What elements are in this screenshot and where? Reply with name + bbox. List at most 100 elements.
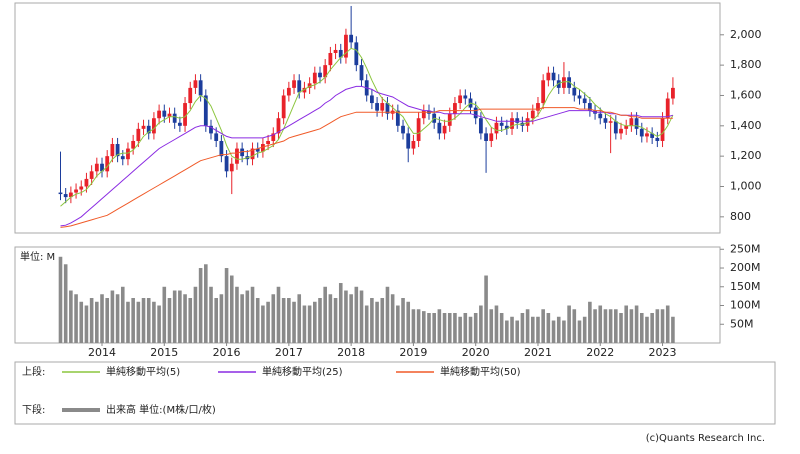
- volume-bar: [499, 313, 504, 343]
- volume-bar: [100, 294, 104, 343]
- volume-bar: [541, 309, 545, 343]
- volume-bar: [416, 309, 421, 343]
- candle-body: [395, 110, 400, 126]
- candle-body: [126, 148, 130, 160]
- volume-bar: [126, 301, 130, 343]
- candle-body: [442, 125, 447, 134]
- volume-bar: [411, 309, 416, 343]
- volume-bar: [380, 298, 385, 343]
- volume-bar: [157, 305, 161, 343]
- candle-body: [515, 118, 520, 123]
- candle-body: [406, 133, 411, 149]
- candle-body: [193, 80, 198, 88]
- candle-body: [312, 72, 317, 84]
- candle-body: [499, 122, 504, 126]
- candle-body: [473, 107, 478, 119]
- candle-body: [229, 163, 234, 172]
- price-panel: [14, 2, 721, 234]
- legend-label: 単純移動平均(50): [440, 365, 521, 378]
- y-tick-label: 50M: [730, 317, 754, 330]
- candle-body: [235, 148, 239, 164]
- candle-body: [323, 65, 328, 78]
- volume-bar: [567, 305, 571, 343]
- candle-body: [453, 103, 457, 114]
- y-tick-label: 800: [730, 210, 751, 223]
- candle-body: [74, 189, 78, 193]
- candle-body: [344, 34, 348, 58]
- volume-bar: [255, 298, 260, 343]
- volume-bar: [89, 298, 94, 343]
- candle-body: [401, 125, 405, 134]
- candle-body: [307, 83, 312, 88]
- candle-body: [302, 87, 307, 93]
- candle-body: [463, 95, 468, 99]
- moving-average: [60, 85, 674, 227]
- volume-bar: [131, 298, 135, 343]
- volume-bar: [364, 305, 369, 343]
- candle-body: [209, 125, 213, 134]
- volume-bar: [562, 320, 566, 343]
- candle-body: [587, 103, 592, 111]
- volume-bar: [442, 313, 447, 343]
- volume-bar: [525, 309, 530, 343]
- candle-body: [146, 125, 151, 134]
- volume-bar: [520, 313, 525, 343]
- candle-body: [89, 171, 94, 179]
- volume-bar: [146, 298, 151, 343]
- candle-body: [58, 192, 63, 195]
- candle-body: [598, 113, 603, 119]
- candle-body: [318, 72, 322, 78]
- legend-upper: 上段:: [22, 365, 45, 378]
- candle-body: [385, 103, 390, 114]
- candle-body: [338, 49, 343, 58]
- x-tick-label: 2016: [213, 346, 241, 359]
- candle-body: [136, 128, 141, 141]
- volume-bar: [556, 316, 561, 343]
- candle-body: [359, 65, 364, 81]
- candle-body: [421, 110, 426, 119]
- volume-bar: [551, 320, 556, 343]
- volume-bar: [427, 313, 431, 343]
- legend-label: 単純移動平均(5): [106, 365, 180, 378]
- y-tick-label: 250M: [730, 242, 761, 255]
- legend-box: [14, 361, 776, 425]
- candle-body: [660, 118, 665, 141]
- volume-bar: [624, 305, 629, 343]
- candle-body: [281, 95, 286, 119]
- legend-lower: 下段:: [22, 403, 45, 416]
- candle-body: [619, 128, 623, 134]
- candle-body: [271, 133, 276, 141]
- volume-bar: [266, 301, 270, 343]
- moving-average: [60, 47, 674, 207]
- volume-bar: [271, 294, 276, 343]
- y-tick-label: 1,800: [730, 58, 762, 71]
- volume-bar: [141, 298, 146, 343]
- volume-bar: [629, 309, 634, 343]
- candle-body: [157, 110, 162, 119]
- candle-body: [188, 87, 193, 104]
- volume-bar: [136, 301, 141, 343]
- candle-body: [525, 118, 530, 126]
- candle-body: [613, 121, 618, 134]
- volume-bar: [577, 320, 582, 343]
- candle-body: [665, 98, 670, 119]
- candle-body: [333, 49, 338, 53]
- volume-bar: [572, 309, 577, 343]
- volume-bar: [313, 301, 317, 343]
- volume-bar: [453, 313, 457, 343]
- volume-bar: [359, 290, 364, 343]
- volume-bar: [297, 294, 302, 343]
- volume-bar: [671, 316, 675, 343]
- volume-bar: [489, 309, 494, 343]
- volume-bar: [333, 298, 338, 343]
- candle-body: [255, 148, 260, 152]
- candle-body: [79, 186, 84, 190]
- candle-body: [494, 122, 499, 134]
- volume-bar: [245, 290, 250, 343]
- volume-bar: [209, 286, 213, 343]
- candle-body: [458, 95, 463, 104]
- candle-body: [110, 144, 115, 157]
- volume-bar: [421, 311, 426, 343]
- candle-body: [120, 156, 125, 160]
